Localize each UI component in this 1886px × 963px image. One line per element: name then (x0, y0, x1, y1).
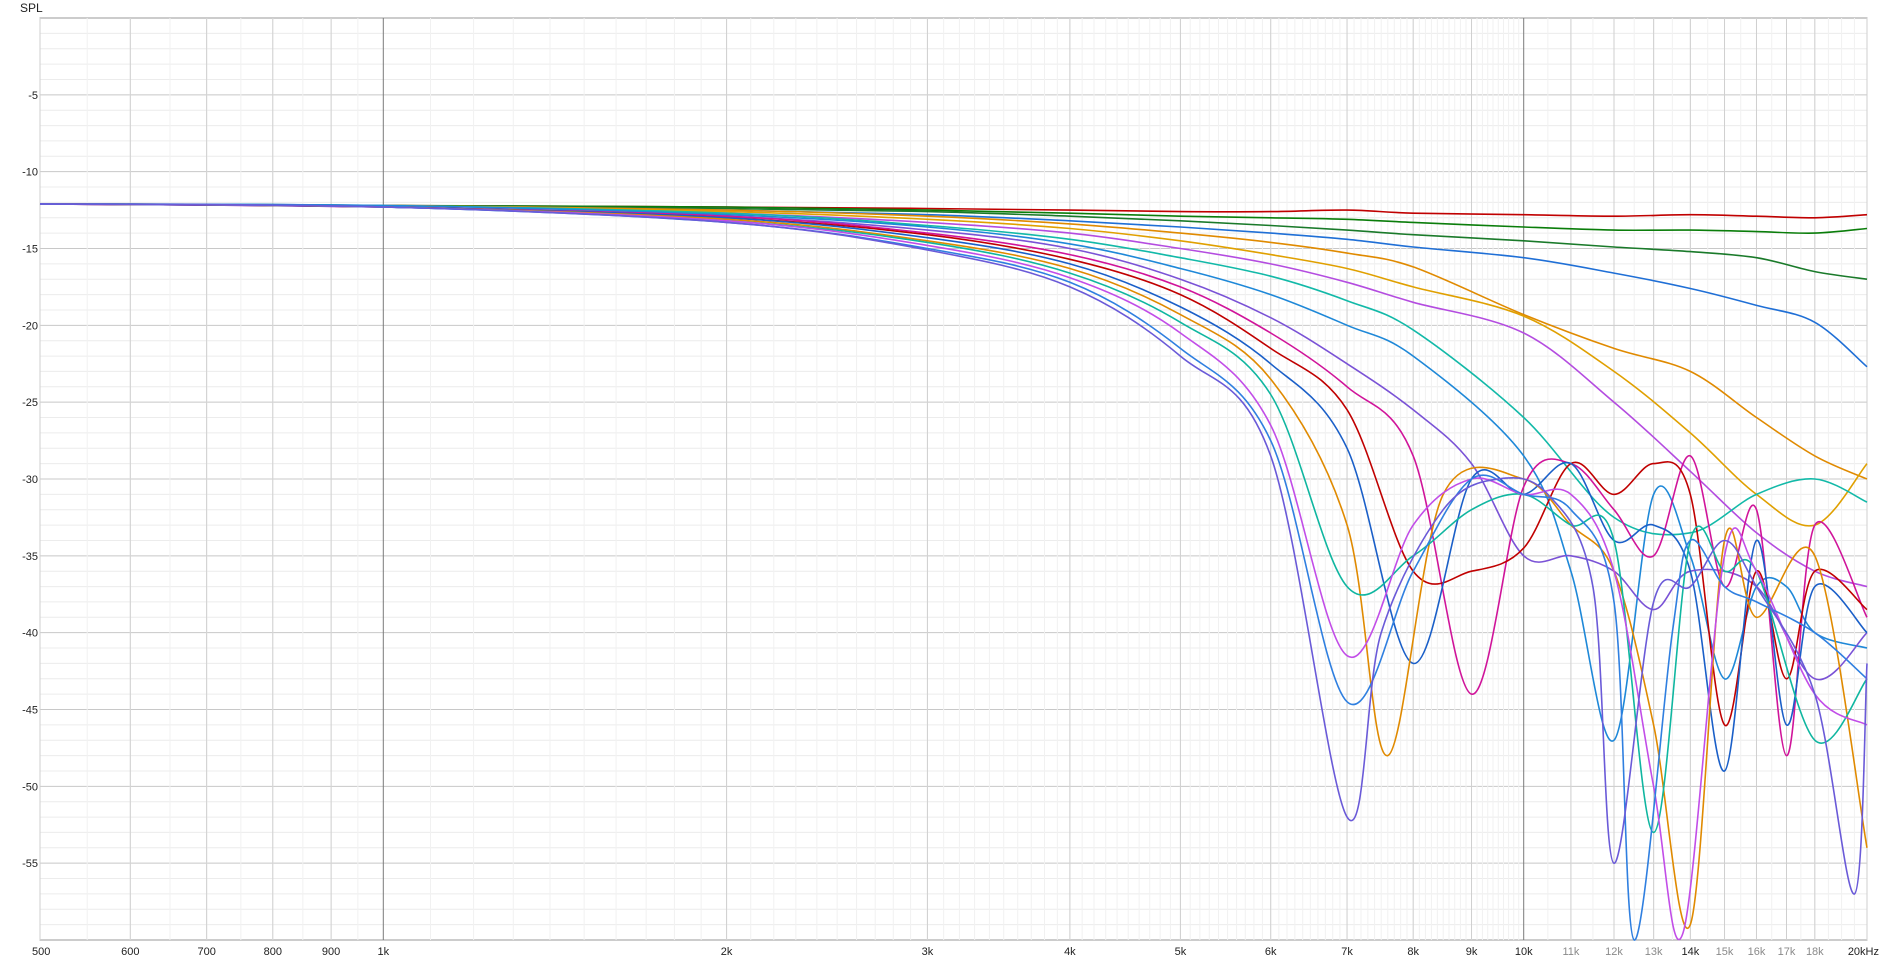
y-tick-label: -50 (22, 781, 38, 793)
x-tick-label: 16k (1748, 946, 1766, 958)
x-tick-label: 700 (197, 946, 215, 958)
x-tick-label: 17k (1778, 946, 1796, 958)
series-line-16 (39, 203, 1868, 941)
x-tick-label: 9k (1466, 946, 1478, 958)
y-tick-label: -30 (22, 474, 38, 486)
y-axis-label: SPL (20, 1, 43, 15)
y-tick-label: -40 (22, 628, 38, 640)
y-tick-label: -45 (22, 705, 38, 717)
x-tick-label: 600 (121, 946, 139, 958)
x-tick-label: 10k (1515, 946, 1533, 958)
x-tick-label: 2k (721, 946, 733, 958)
series-lines (39, 203, 1868, 941)
x-tick-label: 6k (1265, 946, 1277, 958)
x-tick-label: 1k (377, 946, 389, 958)
y-tick-label: -55 (22, 858, 38, 870)
x-tick-label: 18k (1806, 946, 1824, 958)
series-line-5 (39, 203, 1868, 480)
x-tick-label: 13k (1645, 946, 1663, 958)
x-tick-label: 900 (322, 946, 340, 958)
x-tick-label: 7k (1341, 946, 1353, 958)
x-axis-ticks: 500 600 700 800 900 1k 2k 3k 4k 5k 6k 7k 8k 9k 10k 11k 1… (32, 946, 1879, 958)
y-tick-label: -20 (22, 320, 38, 332)
x-tick-label: 14k (1681, 946, 1699, 958)
x-tick-label: 5k (1175, 946, 1187, 958)
y-tick-label: -15 (22, 244, 38, 256)
x-tick-label: 500 (32, 946, 50, 958)
y-tick-label: -10 (22, 167, 38, 179)
y-axis-ticks: -5 -10 -15 -20 -25 -30 -35 -40 -45 -50 -55 (22, 90, 38, 870)
x-tick-label: 20kHz (1848, 946, 1879, 958)
grid-lines (39, 18, 1868, 940)
series-line-9 (39, 203, 1868, 742)
y-tick-label: -25 (22, 397, 38, 409)
series-line-18 (39, 203, 1868, 895)
x-tick-label: 15k (1716, 946, 1734, 958)
x-tick-label: 800 (264, 946, 282, 958)
y-tick-label: -35 (22, 551, 38, 563)
x-tick-label: 8k (1407, 946, 1419, 958)
x-tick-label: 3k (922, 946, 934, 958)
x-tick-label: 11k (1562, 946, 1579, 958)
series-line-13 (39, 203, 1868, 772)
series-line-14 (39, 203, 1868, 929)
x-tick-label: 4k (1064, 946, 1076, 958)
y-tick-label: -5 (28, 90, 38, 102)
x-tick-label: 12k (1605, 946, 1623, 958)
series-line-11 (39, 203, 1868, 757)
